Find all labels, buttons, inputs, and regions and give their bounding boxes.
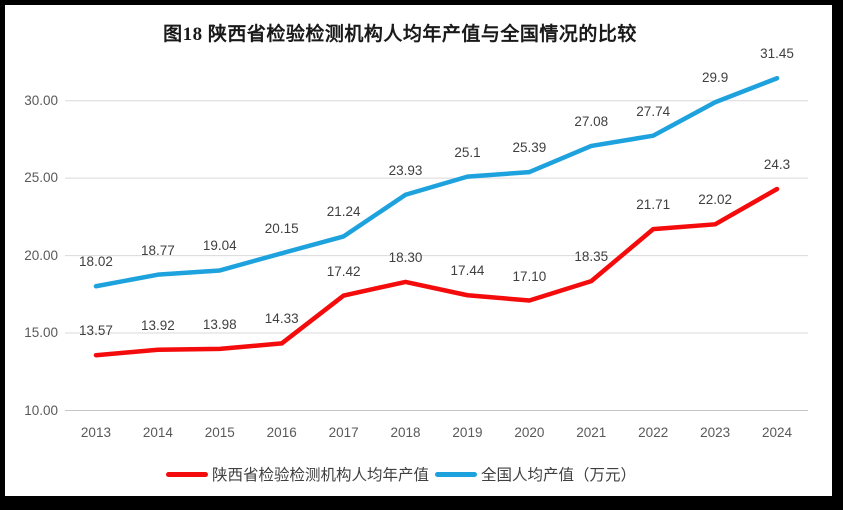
legend: 陕西省检验检测机构人均年产值 全国人均产值（万元）: [5, 461, 797, 487]
data-label-shaanxi-2024: 24.3: [763, 156, 791, 172]
series-line-national: [93, 75, 780, 289]
data-label-national-2019: 25.1: [454, 144, 481, 160]
chart-title: 图18 陕西省检验检测机构人均年产值与全国情况的比较: [163, 24, 637, 45]
data-label-national-2023: 29.9: [701, 70, 729, 86]
legend-label-national: 全国人均产值（万元）: [481, 467, 637, 484]
data-label-national-2022: 27.74: [636, 103, 671, 119]
data-label-national-2014: 18.77: [140, 242, 175, 258]
x-axis-tick-2020: 2020: [514, 425, 545, 440]
data-label-national-2017: 21.24: [326, 204, 361, 220]
data-label-national-2013: 18.02: [79, 254, 113, 270]
x-axis-tick-2015: 2015: [204, 425, 235, 440]
data-label-shaanxi-2018: 18.30: [388, 249, 423, 265]
legend-item-shaanxi: 陕西省检验检测机构人均年产值: [165, 463, 429, 485]
data-label-shaanxi-2013: 13.57: [79, 323, 113, 339]
data-label-national-2016: 20.15: [264, 221, 299, 237]
x-axis-tick-2023: 2023: [700, 425, 731, 440]
y-axis-tick-15.00: 15.00: [24, 325, 58, 341]
data-label-national-2018: 23.93: [388, 162, 423, 178]
plot-area: [65, 75, 808, 411]
x-axis-tick-2017: 2017: [328, 425, 359, 440]
legend-label-shaanxi: 陕西省检验检测机构人均年产值: [211, 467, 429, 484]
data-label-shaanxi-2021: 18.35: [574, 249, 609, 265]
data-label-national-2015: 19.04: [202, 238, 237, 254]
chart-canvas: 图18 陕西省检验检测机构人均年产值与全国情况的比较 10.00 15.00 20.…: [5, 5, 832, 496]
y-axis-tick-25.00: 25.00: [24, 170, 58, 186]
x-axis-tick-2016: 2016: [266, 425, 297, 440]
data-label-national-2020: 25.39: [512, 140, 547, 156]
legend-line-national-icon: [435, 471, 477, 477]
x-axis-tick-2013: 2013: [80, 425, 111, 440]
y-axis-tick-10.00: 10.00: [24, 402, 58, 418]
data-label-shaanxi-2023: 22.02: [698, 192, 733, 208]
x-axis-tick-2018: 2018: [390, 425, 421, 440]
data-label-shaanxi-2014: 13.92: [140, 317, 175, 333]
data-label-national-2024: 31.45: [760, 46, 794, 62]
x-axis-tick-2021: 2021: [576, 425, 607, 440]
y-axis-tick-30.00: 30.00: [24, 92, 58, 108]
x-axis-tick-2024: 2024: [762, 425, 793, 440]
legend-line-shaanxi-icon: [165, 471, 208, 477]
data-label-shaanxi-2019: 17.44: [450, 263, 485, 279]
y-axis-tick-20.00: 20.00: [24, 247, 58, 263]
data-label-shaanxi-2015: 13.98: [202, 316, 237, 332]
data-label-shaanxi-2020: 17.10: [512, 268, 547, 284]
data-label-shaanxi-2022: 21.71: [636, 197, 671, 213]
data-label-national-2021: 27.08: [574, 113, 609, 129]
data-label-shaanxi-2016: 14.33: [264, 311, 299, 327]
x-axis-tick-2019: 2019: [452, 425, 483, 440]
x-axis-tick-2022: 2022: [638, 425, 669, 440]
series-line-shaanxi: [93, 186, 780, 358]
legend-item-national: 全国人均产值（万元）: [435, 463, 636, 485]
x-axis-tick-2014: 2014: [142, 425, 173, 440]
data-label-shaanxi-2017: 17.42: [326, 263, 361, 279]
